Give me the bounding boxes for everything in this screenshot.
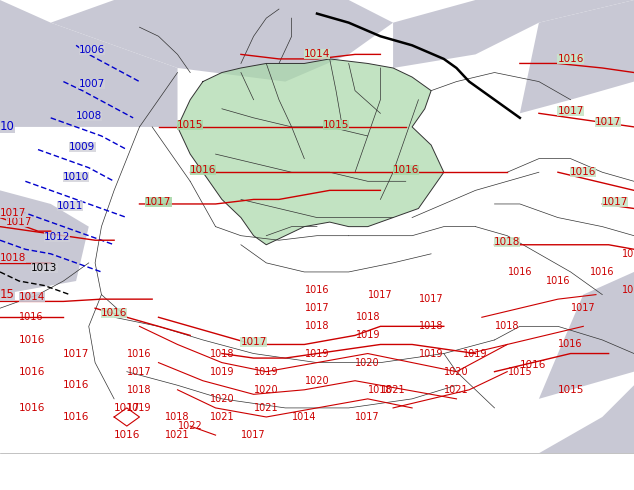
Text: 15: 15 xyxy=(0,288,15,301)
Text: 1013: 1013 xyxy=(31,263,58,273)
Text: 1022: 1022 xyxy=(178,421,203,431)
Text: 1016: 1016 xyxy=(101,308,127,318)
Text: 1018: 1018 xyxy=(127,385,152,395)
Text: 1017: 1017 xyxy=(557,106,584,116)
Text: 1020: 1020 xyxy=(356,358,380,368)
Polygon shape xyxy=(393,0,634,68)
Text: 1018: 1018 xyxy=(0,253,26,263)
Text: 1007: 1007 xyxy=(79,79,105,89)
Text: 1019: 1019 xyxy=(419,348,443,359)
Text: 1017: 1017 xyxy=(595,118,621,127)
Text: 1016: 1016 xyxy=(519,360,546,370)
Text: 1019: 1019 xyxy=(127,403,152,413)
Text: 1020: 1020 xyxy=(210,394,234,404)
Text: 1019: 1019 xyxy=(305,348,329,359)
Text: 1019: 1019 xyxy=(356,330,380,341)
Text: 1009: 1009 xyxy=(69,142,96,152)
Text: 1017: 1017 xyxy=(240,337,267,347)
Text: 1016: 1016 xyxy=(305,285,329,295)
Text: 1021: 1021 xyxy=(210,412,234,422)
Polygon shape xyxy=(520,0,634,113)
Text: 1016: 1016 xyxy=(190,165,216,175)
Text: 1017: 1017 xyxy=(113,403,140,413)
Text: 1018: 1018 xyxy=(210,348,234,359)
Text: 1016: 1016 xyxy=(590,267,614,277)
Text: 1017: 1017 xyxy=(0,208,26,218)
Text: 1017: 1017 xyxy=(63,348,89,359)
Text: 1020: 1020 xyxy=(254,385,278,395)
Text: 1016: 1016 xyxy=(20,312,44,322)
Text: 1019: 1019 xyxy=(210,367,234,377)
Text: 1017: 1017 xyxy=(145,196,172,207)
Text: 1014: 1014 xyxy=(18,292,45,302)
Text: 1008: 1008 xyxy=(75,111,102,121)
Text: 1019: 1019 xyxy=(463,348,488,359)
Text: 1010: 1010 xyxy=(63,172,89,182)
Text: 1015: 1015 xyxy=(508,367,532,377)
Text: 1018: 1018 xyxy=(494,238,521,247)
Text: 1017: 1017 xyxy=(6,217,32,227)
Text: 1016: 1016 xyxy=(18,335,45,345)
Text: 1016: 1016 xyxy=(18,403,45,413)
Text: 1018: 1018 xyxy=(356,312,380,322)
Polygon shape xyxy=(178,59,444,245)
Text: 1018: 1018 xyxy=(305,321,329,331)
Text: 1017: 1017 xyxy=(622,249,634,259)
Text: 1016: 1016 xyxy=(127,348,152,359)
Text: Sa 08-06-2024 00:00 UTC (06+66): Sa 08-06-2024 00:00 UTC (06+66) xyxy=(380,459,628,472)
Text: 1016: 1016 xyxy=(557,54,584,64)
Text: 1017: 1017 xyxy=(419,294,443,304)
Text: 1017: 1017 xyxy=(356,412,380,422)
Text: 1020: 1020 xyxy=(444,367,469,377)
Text: 1018: 1018 xyxy=(368,385,392,395)
Text: 1017: 1017 xyxy=(305,303,329,313)
Text: 1021: 1021 xyxy=(165,430,190,440)
Text: 1016: 1016 xyxy=(508,267,532,277)
Text: 1016: 1016 xyxy=(570,167,597,177)
Text: 1014: 1014 xyxy=(304,49,330,59)
Text: 1006: 1006 xyxy=(79,45,105,55)
Text: 1017: 1017 xyxy=(242,430,266,440)
Text: 1018: 1018 xyxy=(495,321,519,331)
Text: 1016: 1016 xyxy=(63,380,89,390)
Text: Surface pressure [hPa] Arpege-eu: Surface pressure [hPa] Arpege-eu xyxy=(6,459,262,472)
Polygon shape xyxy=(0,191,89,294)
Text: 1020: 1020 xyxy=(305,376,329,386)
Text: 1018: 1018 xyxy=(419,321,443,331)
Text: 1016: 1016 xyxy=(63,412,89,422)
Text: 1017: 1017 xyxy=(127,367,152,377)
Text: 1017: 1017 xyxy=(368,290,392,299)
Text: 1021: 1021 xyxy=(444,385,469,395)
Text: 10: 10 xyxy=(0,121,15,133)
Polygon shape xyxy=(539,272,634,399)
Text: 1015: 1015 xyxy=(323,120,349,130)
Text: 1015: 1015 xyxy=(557,385,584,395)
Text: 1016: 1016 xyxy=(18,367,45,377)
Polygon shape xyxy=(51,0,393,82)
Text: 1012: 1012 xyxy=(44,232,70,242)
Text: 1011: 1011 xyxy=(56,201,83,211)
Text: 1021: 1021 xyxy=(254,403,278,413)
Text: 1017: 1017 xyxy=(602,196,628,207)
Text: 1016: 1016 xyxy=(546,276,570,286)
Text: 1016: 1016 xyxy=(622,285,634,295)
Polygon shape xyxy=(0,0,178,127)
Text: 1014: 1014 xyxy=(292,412,316,422)
Polygon shape xyxy=(456,385,634,453)
Text: 1016: 1016 xyxy=(559,340,583,349)
Text: © weatheronline.co.uk: © weatheronline.co.uk xyxy=(486,478,628,488)
Text: 1021: 1021 xyxy=(381,385,405,395)
Text: 1018: 1018 xyxy=(165,412,190,422)
Text: 1015: 1015 xyxy=(177,120,204,130)
Text: 1016: 1016 xyxy=(113,430,140,440)
Text: 1017: 1017 xyxy=(571,303,595,313)
Text: 1016: 1016 xyxy=(392,165,419,175)
Text: 1019: 1019 xyxy=(254,367,278,377)
